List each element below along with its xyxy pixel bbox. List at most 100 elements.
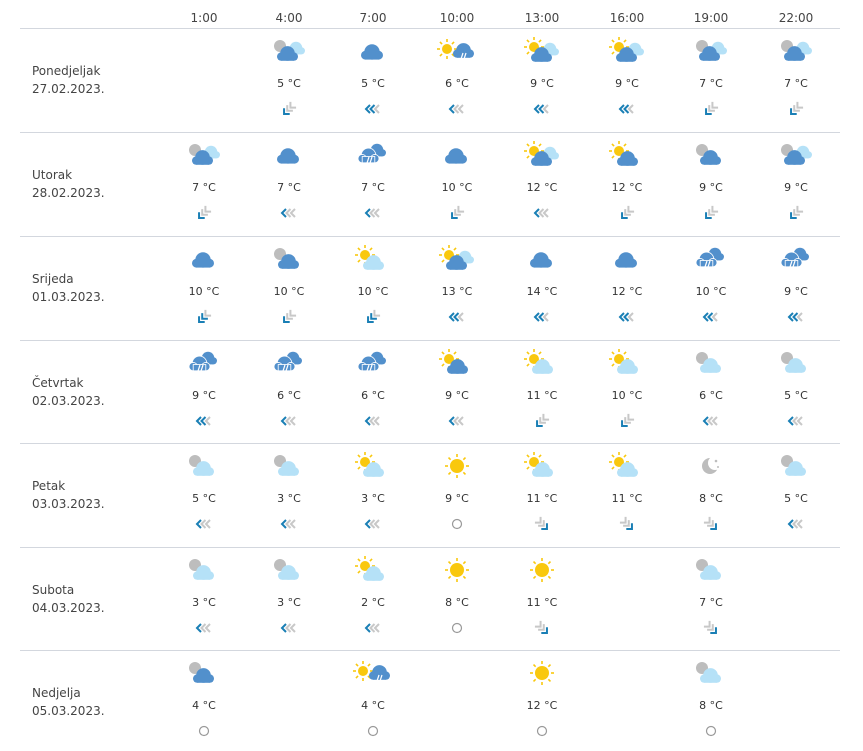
- row-divider: [20, 132, 840, 133]
- forecast-cell: 7 °C: [333, 140, 413, 221]
- day-name: Petak: [32, 479, 66, 493]
- moon-cloud-light-icon: [249, 451, 329, 483]
- forecast-cell: 7 °C: [164, 140, 244, 221]
- wind-calm-icon: [164, 723, 244, 739]
- forecast-cell: 7 °C: [671, 36, 751, 117]
- day-label: Četvrtak 02.03.2023.: [32, 374, 105, 410]
- moon-cloud-light-icon: [671, 658, 751, 690]
- moon-clouds-icon: [756, 36, 836, 68]
- wind-w-icon: [333, 516, 413, 532]
- forecast-cell: 10 °C: [333, 244, 413, 325]
- wind-w-icon: [249, 516, 329, 532]
- temperature: 11 °C: [526, 492, 558, 505]
- temperature: 9 °C: [445, 389, 469, 402]
- sun-cloud-light-icon: [502, 348, 582, 380]
- hour-header: 1:00: [190, 11, 218, 25]
- wind-sw-icon: [587, 205, 667, 221]
- temperature: 5 °C: [361, 77, 385, 90]
- day-name: Utorak: [32, 168, 73, 182]
- forecast-cell: 9 °C: [417, 348, 497, 429]
- temperature: 6 °C: [445, 77, 469, 90]
- temperature: 10 °C: [188, 285, 220, 298]
- wind-se-icon: [671, 620, 751, 636]
- forecast-cell: 8 °C: [671, 658, 751, 739]
- day-date: 05.03.2023.: [32, 704, 105, 718]
- temperature: 7 °C: [699, 77, 723, 90]
- forecast-cell: 8 °C: [671, 451, 751, 532]
- rain-icon: [164, 348, 244, 380]
- temperature: 7 °C: [192, 181, 216, 194]
- forecast-cell: 5 °C: [756, 348, 836, 429]
- sun-clouds-icon: [502, 140, 582, 172]
- temperature: 9 °C: [530, 77, 554, 90]
- day-label: Nedjelja 05.03.2023.: [32, 684, 105, 720]
- day-date: 01.03.2023.: [32, 290, 105, 304]
- wind-w-icon: [756, 309, 836, 325]
- forecast-cell: 9 °C: [671, 140, 751, 221]
- moon-clouds-icon: [671, 36, 751, 68]
- forecast-cell: 7 °C: [671, 555, 751, 636]
- sun-icon: [502, 658, 582, 690]
- wind-calm-icon: [502, 723, 582, 739]
- wind-w-icon: [587, 101, 667, 117]
- row-divider: [20, 443, 840, 444]
- moon-cloud-dark-icon: [249, 244, 329, 276]
- hour-header: 19:00: [693, 11, 729, 25]
- sun-clouds-icon: [502, 36, 582, 68]
- moon-cloud-dark-icon: [671, 140, 751, 172]
- wind-w-icon: [164, 516, 244, 532]
- forecast-cell: 9 °C: [417, 451, 497, 532]
- wind-w-icon: [249, 413, 329, 429]
- day-date: 27.02.2023.: [32, 82, 105, 96]
- moon-cloud-light-icon: [756, 451, 836, 483]
- sun-clouds-icon: [417, 244, 497, 276]
- temperature: 13 °C: [441, 285, 473, 298]
- forecast-cell: 5 °C: [249, 36, 329, 117]
- forecast-cell: 8 °C: [417, 555, 497, 636]
- temperature: 12 °C: [611, 181, 643, 194]
- day-name: Subota: [32, 583, 75, 597]
- cloudy-icon: [502, 244, 582, 276]
- forecast-cell: 11 °C: [502, 348, 582, 429]
- temperature: 5 °C: [784, 389, 808, 402]
- forecast-cell: 9 °C: [756, 244, 836, 325]
- day-name: Ponedjeljak: [32, 64, 101, 78]
- wind-w-icon: [333, 101, 413, 117]
- wind-w-icon: [417, 309, 497, 325]
- temperature: 2 °C: [361, 596, 385, 609]
- hour-header: 13:00: [524, 11, 560, 25]
- wind-se-icon: [502, 620, 582, 636]
- sun-clouds-icon: [587, 36, 667, 68]
- temperature: 12 °C: [611, 285, 643, 298]
- forecast-cell: 9 °C: [756, 140, 836, 221]
- wind-w-icon: [671, 309, 751, 325]
- forecast-cell: 13 °C: [417, 244, 497, 325]
- forecast-cell: 5 °C: [164, 451, 244, 532]
- sun-cloud-light-icon: [333, 451, 413, 483]
- day-date: 02.03.2023.: [32, 394, 105, 408]
- day-label: Petak 03.03.2023.: [32, 477, 105, 513]
- wind-sw-icon: [417, 205, 497, 221]
- temperature: 9 °C: [699, 181, 723, 194]
- day-name: Četvrtak: [32, 376, 84, 390]
- forecast-cell: 4 °C: [333, 658, 413, 739]
- moon-clouds-icon: [249, 36, 329, 68]
- temperature: 5 °C: [192, 492, 216, 505]
- temperature: 10 °C: [695, 285, 727, 298]
- rain-icon: [333, 348, 413, 380]
- forecast-cell: 10 °C: [164, 244, 244, 325]
- forecast-cell: 12 °C: [587, 140, 667, 221]
- wind-w-icon: [756, 413, 836, 429]
- wind-se-icon: [502, 516, 582, 532]
- forecast-cell: 6 °C: [671, 348, 751, 429]
- cloudy-icon: [333, 36, 413, 68]
- temperature: 4 °C: [192, 699, 216, 712]
- row-divider: [20, 547, 840, 548]
- moon-clouds-icon: [164, 140, 244, 172]
- temperature: 11 °C: [611, 492, 643, 505]
- moon-cloud-light-icon: [671, 348, 751, 380]
- forecast-cell: 11 °C: [587, 451, 667, 532]
- day-label: Srijeda 01.03.2023.: [32, 270, 105, 306]
- wind-w-icon: [587, 309, 667, 325]
